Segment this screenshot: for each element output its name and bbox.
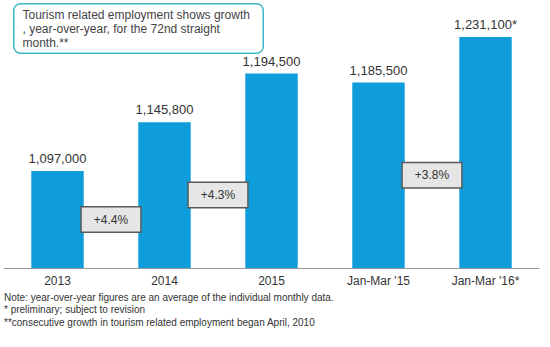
svg-text:+3.8%: +3.8%: [415, 168, 450, 182]
svg-text:Jan-Mar '16*: Jan-Mar '16*: [452, 274, 520, 288]
svg-text:1,145,800: 1,145,800: [136, 102, 194, 117]
svg-text:, year-over-year, for the 72nd: , year-over-year, for the 72nd straight: [23, 22, 224, 36]
svg-text:1,097,000: 1,097,000: [29, 151, 87, 166]
svg-text:**consecutive growth in touris: **consecutive growth in tourism related …: [4, 317, 315, 328]
svg-text:Note: year-over-year figures a: Note: year-over-year figures are an aver…: [4, 292, 334, 303]
svg-text:month.**: month.**: [23, 36, 69, 50]
svg-text:1,185,500: 1,185,500: [350, 63, 408, 78]
svg-text:1,194,500: 1,194,500: [243, 54, 301, 69]
svg-text:1,231,100*: 1,231,100*: [454, 17, 517, 32]
svg-text:+4.3%: +4.3%: [201, 188, 236, 202]
svg-text:2014: 2014: [151, 274, 178, 288]
svg-text:2013: 2013: [44, 274, 71, 288]
svg-text:Jan-Mar '15: Jan-Mar '15: [347, 274, 410, 288]
svg-text:2015: 2015: [258, 274, 285, 288]
svg-text:* preliminary; subject to revi: * preliminary; subject to revision: [4, 304, 145, 315]
svg-text:Tourism related employment sho: Tourism related employment shows growth: [23, 8, 250, 22]
svg-text:+4.4%: +4.4%: [94, 213, 129, 227]
